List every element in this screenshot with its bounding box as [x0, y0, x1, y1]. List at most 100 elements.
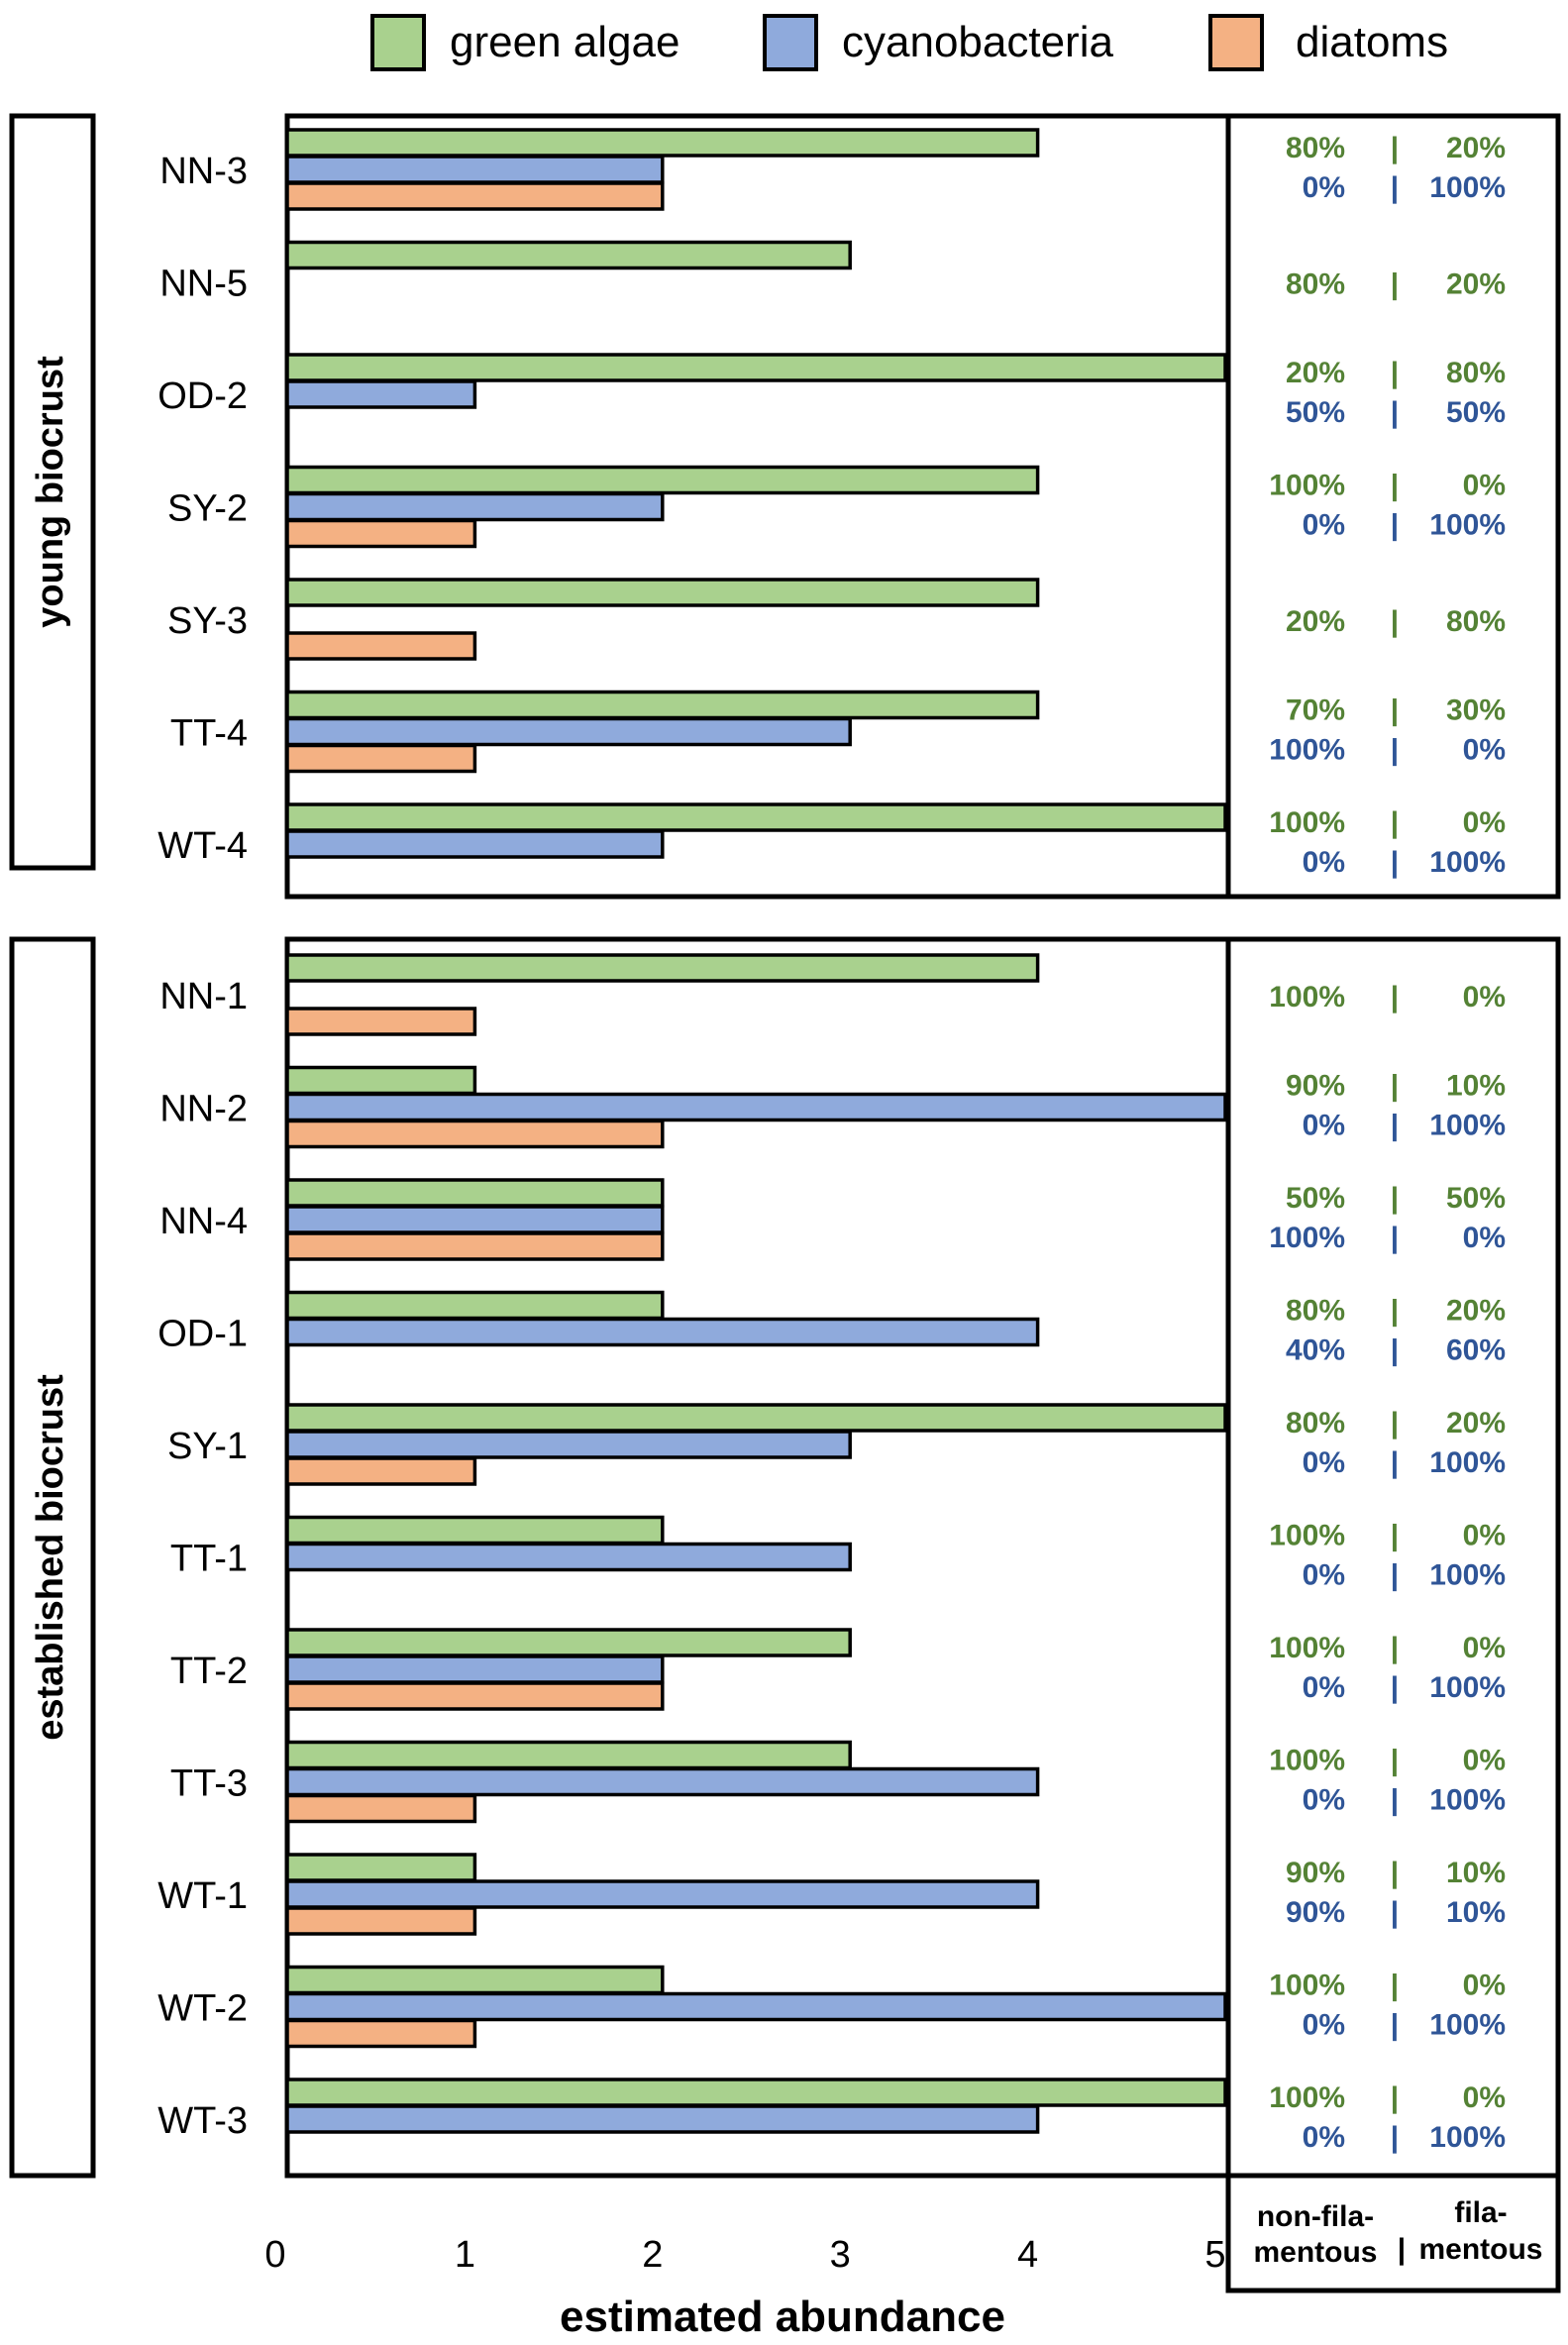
bar-green-algae	[285, 2078, 1227, 2107]
pct-divider: |	[1391, 1857, 1399, 1889]
sample-label: WT-1	[157, 1875, 248, 1917]
bar-cyanobacteria	[285, 1092, 1227, 1122]
sample-row: WT-2 100% | 0% 0% | 100%	[157, 1965, 1506, 2049]
bar-cyanobacteria	[285, 155, 665, 184]
bar-diatoms	[285, 2018, 477, 2049]
green-filamentous-pct: 0%	[1463, 806, 1506, 839]
pct-divider: |	[1391, 1896, 1399, 1929]
sample-row: NN-5 80% | 20%	[159, 240, 1506, 305]
bar-cyanobacteria	[285, 829, 665, 859]
group-label: established biocrust	[30, 1374, 71, 1741]
cyano-filamentous-pct: 0%	[1463, 1222, 1506, 1254]
x-tick-label: 3	[830, 2234, 851, 2276]
legend-label-green-algae: green algae	[450, 18, 679, 66]
pct-divider: |	[1391, 1671, 1399, 1704]
footer-nonfilamentous-line1: non-fila-	[1257, 2200, 1374, 2233]
cyano-nonfilamentous-pct: 0%	[1303, 1110, 1345, 1142]
bar-diatoms	[285, 1681, 665, 1711]
pct-divider: |	[1391, 605, 1399, 638]
x-axis-title: estimated abundance	[560, 2292, 1005, 2341]
green-nonfilamentous-pct: 100%	[1269, 1632, 1345, 1664]
pct-divider: |	[1391, 470, 1399, 502]
green-nonfilamentous-pct: 50%	[1286, 1182, 1345, 1215]
bar-diatoms	[285, 1456, 477, 1486]
bar-diatoms	[285, 181, 665, 211]
footer-divider: |	[1398, 2233, 1406, 2266]
pct-divider: |	[1391, 171, 1399, 204]
side-footer: non-fila-mentous | fila-mentous	[1225, 2173, 1561, 2293]
bar-green-algae	[285, 1065, 477, 1096]
sample-label: NN-2	[159, 1089, 248, 1130]
cyano-nonfilamentous-pct: 40%	[1286, 1334, 1345, 1367]
sample-label: WT-2	[157, 1988, 248, 2030]
group-label-box	[9, 936, 96, 2179]
cyano-nonfilamentous-pct: 0%	[1303, 846, 1345, 879]
group-label: young biocrust	[30, 356, 71, 628]
green-nonfilamentous-pct: 100%	[1269, 2081, 1345, 2114]
pct-divider: |	[1391, 2009, 1399, 2042]
sample-label: TT-2	[170, 1651, 248, 1692]
sample-row: TT-1 100% | 0% 0% | 100%	[170, 1515, 1506, 1592]
cyano-filamentous-pct: 100%	[1429, 1446, 1506, 1479]
green-filamentous-pct: 0%	[1463, 2081, 1506, 2114]
green-filamentous-pct: 0%	[1463, 1632, 1506, 1664]
cyano-filamentous-pct: 100%	[1429, 1784, 1506, 1817]
sample-row: NN-2 90% | 10% 0% | 100%	[159, 1065, 1506, 1149]
cyano-nonfilamentous-pct: 0%	[1303, 2009, 1345, 2042]
pct-divider: |	[1391, 806, 1399, 839]
sample-label: NN-3	[159, 151, 248, 192]
bar-cyanobacteria	[285, 491, 665, 522]
sample-row: WT-3 100% | 0% 0% | 100%	[157, 2078, 1506, 2154]
x-tick-label: 1	[455, 2234, 475, 2276]
bar-green-algae	[285, 128, 1040, 158]
pct-divider: |	[1391, 357, 1399, 389]
sample-label: NN-1	[159, 976, 248, 1017]
cyano-nonfilamentous-pct: 0%	[1303, 1671, 1345, 1704]
bar-cyanobacteria	[285, 1430, 852, 1459]
pct-divider: |	[1391, 981, 1399, 1013]
pct-divider: |	[1391, 1295, 1399, 1328]
sample-label: OD-1	[157, 1314, 248, 1355]
bar-cyanobacteria	[285, 1991, 1227, 2022]
bar-diatoms	[285, 518, 477, 549]
green-nonfilamentous-pct: 20%	[1286, 357, 1345, 389]
panel-established: established biocrust NN-1 100% | 0% NN-2 90% | 1…	[9, 936, 1561, 2179]
green-filamentous-pct: 80%	[1446, 605, 1506, 638]
bar-green-algae	[285, 1740, 852, 1770]
cyano-filamentous-pct: 100%	[1429, 509, 1506, 542]
x-tick-label: 4	[1017, 2234, 1038, 2276]
cyano-nonfilamentous-pct: 50%	[1286, 396, 1345, 429]
sample-label: OD-2	[157, 375, 248, 417]
bar-cyanobacteria	[285, 1879, 1040, 1909]
sample-label: TT-4	[170, 713, 248, 755]
sample-row: NN-4 50% | 50% 100% | 0%	[159, 1178, 1506, 1261]
group-label-box	[9, 113, 96, 871]
bar-green-algae	[285, 1290, 665, 1321]
cyano-filamentous-pct: 100%	[1429, 1110, 1506, 1142]
legend-label-diatoms: diatoms	[1296, 18, 1448, 66]
panel-young: young biocrust NN-3 80% | 20% 0% | 100% NN-5 80% |…	[9, 113, 1561, 900]
pct-divider: |	[1391, 1970, 1399, 2002]
cyano-nonfilamentous-pct: 100%	[1269, 734, 1345, 767]
sample-label: TT-3	[170, 1763, 248, 1805]
bar-diatoms	[285, 1119, 665, 1149]
cyano-filamentous-pct: 0%	[1463, 734, 1506, 767]
pct-divider: |	[1391, 846, 1399, 879]
green-nonfilamentous-pct: 90%	[1286, 1070, 1345, 1103]
green-nonfilamentous-pct: 80%	[1286, 1407, 1345, 1439]
bar-diatoms	[285, 1906, 477, 1936]
sample-row: TT-4 70% | 30% 100% | 0%	[170, 690, 1506, 774]
green-filamentous-pct: 0%	[1463, 1970, 1506, 2002]
sample-row: OD-1 80% | 20% 40% | 60%	[157, 1290, 1506, 1367]
bar-green-algae	[285, 1853, 477, 1882]
cyano-nonfilamentous-pct: 90%	[1286, 1896, 1345, 1929]
cyano-filamentous-pct: 100%	[1429, 846, 1506, 879]
cyano-nonfilamentous-pct: 0%	[1303, 2121, 1345, 2154]
pct-divider: |	[1391, 1784, 1399, 1817]
pct-divider: |	[1391, 396, 1399, 429]
legend: green algae cyanobacteria diatoms	[370, 14, 1448, 71]
bar-green-algae	[285, 1178, 665, 1208]
cyano-filamentous-pct: 100%	[1429, 1559, 1506, 1592]
bar-green-algae	[285, 1628, 852, 1657]
